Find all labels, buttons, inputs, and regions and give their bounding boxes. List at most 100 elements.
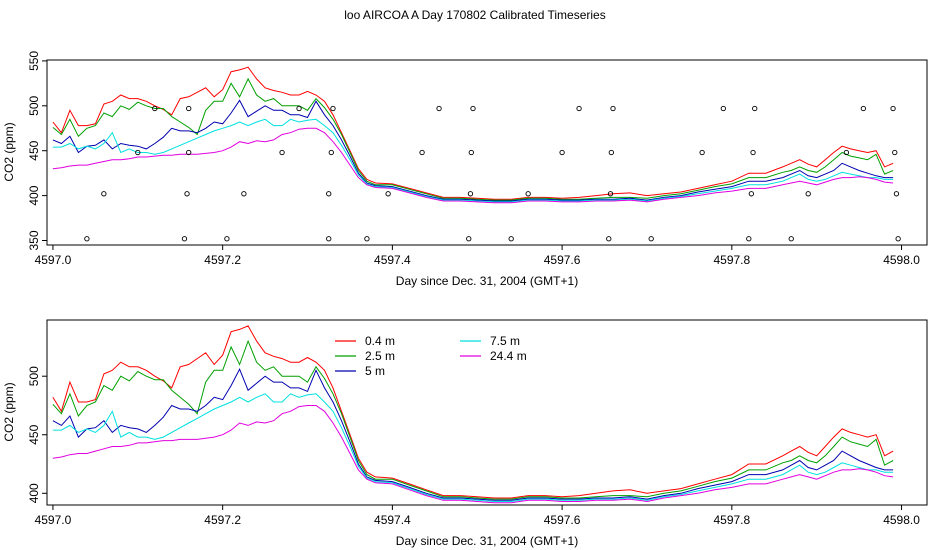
- legend-label: 24.4 m: [490, 349, 527, 363]
- top-x-tick-label: 4597.8: [713, 253, 750, 267]
- top-x-tick-label: 4597.4: [374, 253, 411, 267]
- reference-point: [330, 105, 336, 112]
- top-x-axis: 4597.0 4597.2 4597.4 4597.6 4597.8 4598.0: [35, 245, 920, 267]
- reference-point: [152, 105, 158, 112]
- top-reference-points: [84, 105, 901, 242]
- top-x-tick-label: 4598.0: [883, 253, 920, 267]
- reference-point: [135, 149, 141, 156]
- reference-point: [788, 236, 794, 242]
- top-y-tick-label: 450: [27, 140, 41, 160]
- reference-point: [610, 105, 616, 112]
- legend-label: 0.4 m: [365, 334, 395, 348]
- top-x-axis-label: Day since Dec. 31, 2004 (GMT+1): [396, 274, 578, 288]
- top-chart: 4597.0 4597.2 4597.4 4597.6 4597.8 4598.0 350…: [2, 51, 928, 288]
- reference-point: [525, 191, 531, 197]
- reference-point: [893, 191, 900, 197]
- reference-point: [750, 149, 756, 156]
- reference-point: [470, 105, 476, 112]
- reference-point: [843, 149, 850, 156]
- bottom-series: [52, 325, 894, 504]
- reference-point: [752, 105, 758, 112]
- reference-point: [607, 191, 614, 197]
- top-y-tick-label: 550: [27, 51, 41, 71]
- reference-point: [748, 191, 754, 197]
- reference-point: [805, 191, 811, 197]
- bottom-y-tick-label: 450: [27, 424, 41, 444]
- reference-point: [468, 149, 474, 156]
- bottom-series-line-1: [52, 339, 894, 500]
- bottom-series-line-0: [52, 325, 894, 499]
- top-y-axis: 350 400 450 500 550: [27, 51, 47, 251]
- reference-point: [720, 105, 726, 112]
- reference-point: [186, 105, 192, 112]
- reference-point: [184, 191, 190, 197]
- top-series-line-2: [52, 99, 894, 202]
- bottom-chart: 4597.0 4597.2 4597.4 4597.6 4597.8 4598.0 400…: [2, 319, 928, 548]
- top-x-tick-label: 4597.6: [544, 253, 581, 267]
- bottom-legend: 0.4 m2.5 m5 m 7.5 m24.4 m: [335, 334, 527, 378]
- page-title: loo AIRCOA A Day 170802 Calibrated Times…: [344, 8, 605, 22]
- bottom-series-line-4: [52, 405, 894, 504]
- top-y-tick-label: 400: [27, 185, 41, 205]
- reference-point: [892, 149, 898, 156]
- reference-point: [364, 236, 370, 242]
- top-y-tick-label: 350: [27, 230, 41, 250]
- legend-label: 7.5 m: [490, 334, 520, 348]
- top-plot-frame: [46, 59, 928, 246]
- top-series-line-3: [52, 118, 894, 203]
- reference-point: [241, 191, 247, 197]
- reference-point: [606, 236, 612, 242]
- bottom-x-tick-label: 4597.4: [374, 513, 411, 527]
- bottom-x-tick-label: 4597.8: [713, 513, 750, 527]
- bottom-x-tick-label: 4597.0: [35, 513, 72, 527]
- reference-point: [326, 191, 332, 197]
- reference-point: [436, 105, 442, 112]
- bottom-y-tick-label: 400: [27, 483, 41, 503]
- reference-point: [746, 236, 752, 242]
- reference-point: [699, 149, 705, 156]
- top-y-tick-label: 500: [27, 95, 41, 115]
- reference-point: [385, 191, 391, 197]
- bottom-x-tick-label: 4598.0: [883, 513, 920, 527]
- bottom-series-line-2: [52, 368, 894, 501]
- bottom-plot-frame: [46, 319, 928, 506]
- bottom-y-tick-label: 500: [27, 366, 41, 386]
- reference-point: [608, 149, 614, 156]
- reference-point: [648, 236, 654, 242]
- legend-label: 2.5 m: [365, 349, 395, 363]
- bottom-x-axis-label: Day since Dec. 31, 2004 (GMT+1): [396, 534, 578, 548]
- reference-point: [860, 105, 867, 112]
- reference-point: [181, 236, 188, 242]
- top-series-line-0: [52, 66, 894, 200]
- reference-point: [559, 149, 565, 156]
- top-x-tick-label: 4597.2: [204, 253, 241, 267]
- reference-point: [576, 105, 582, 112]
- bottom-x-axis: 4597.0 4597.2 4597.4 4597.6 4597.8 4598.0: [35, 505, 920, 527]
- top-series: [52, 66, 894, 204]
- reference-point: [419, 149, 425, 156]
- reference-point: [224, 236, 230, 242]
- reference-point: [186, 149, 192, 156]
- reference-point: [895, 236, 901, 242]
- bottom-y-axis: 400 450 500: [27, 366, 47, 503]
- top-y-axis-label: CO2 (ppm): [2, 122, 16, 181]
- reference-point: [328, 149, 334, 156]
- reference-point: [279, 149, 285, 156]
- reference-point: [84, 236, 90, 242]
- reference-point: [890, 105, 896, 112]
- legend-label: 5 m: [365, 364, 385, 378]
- reference-point: [326, 236, 332, 242]
- top-series-line-4: [52, 127, 894, 204]
- reference-point: [466, 236, 472, 242]
- top-x-tick-label: 4597.0: [35, 253, 72, 267]
- top-series-line-1: [52, 77, 894, 201]
- bottom-y-axis-label: CO2 (ppm): [2, 382, 16, 441]
- reference-point: [467, 191, 474, 197]
- reference-point: [101, 191, 107, 197]
- bottom-x-tick-label: 4597.2: [204, 513, 241, 527]
- reference-point: [508, 236, 514, 242]
- bottom-x-tick-label: 4597.6: [544, 513, 581, 527]
- bottom-series-line-3: [52, 393, 894, 502]
- reference-point: [296, 105, 302, 112]
